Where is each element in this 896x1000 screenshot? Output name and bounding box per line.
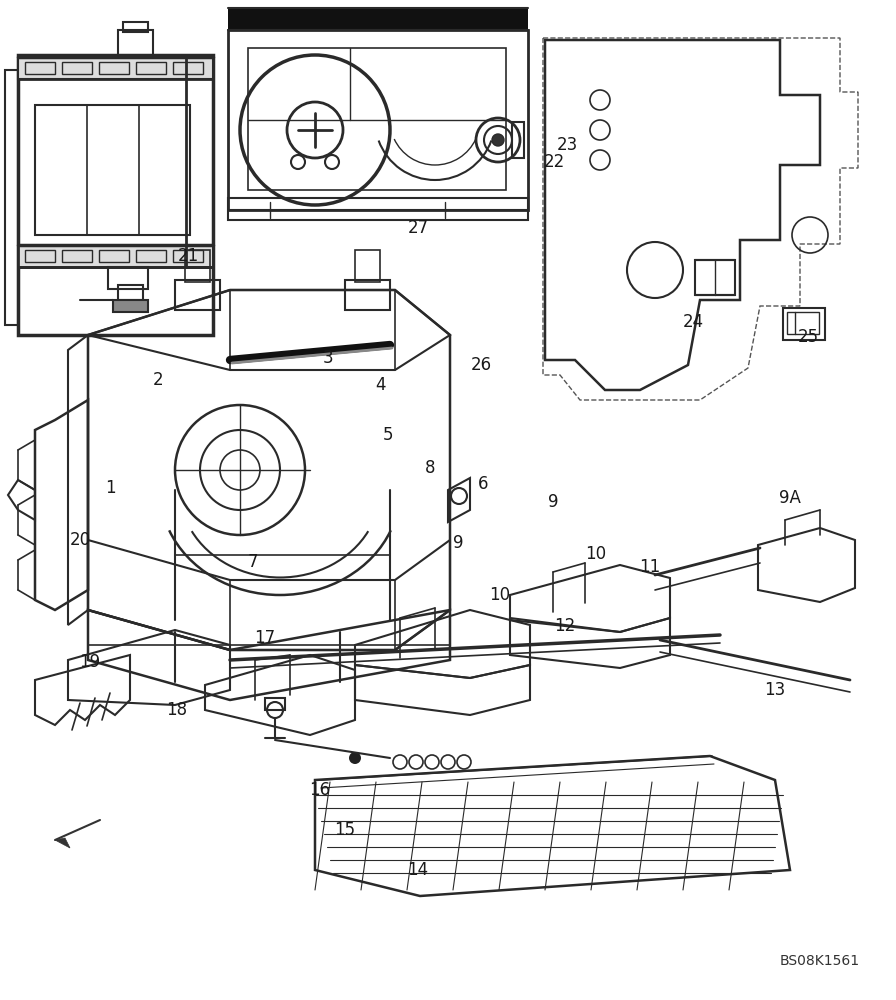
Bar [123,22,148,32]
Bar [345,280,390,310]
Bar [62,250,92,262]
Text: 25: 25 [797,328,819,346]
Text: 26: 26 [470,356,492,374]
Text: 9: 9 [547,493,558,511]
Bar [228,30,528,210]
Circle shape [349,752,361,764]
Text: 5: 5 [383,426,393,444]
Text: 8: 8 [425,459,435,477]
Polygon shape [55,838,70,848]
Text: 16: 16 [309,781,331,799]
Text: 3: 3 [323,349,333,367]
Text: 24: 24 [683,313,703,331]
Bar [18,55,213,335]
Bar [136,62,166,74]
Bar [136,250,166,262]
Bar [787,312,819,334]
Bar [35,105,190,235]
Bar [185,250,210,282]
Text: 14: 14 [408,861,428,879]
Text: 20: 20 [69,531,90,549]
Bar [783,308,825,340]
Bar [695,260,735,295]
Bar [248,48,506,190]
Bar [113,300,148,312]
Text: 23: 23 [556,136,578,154]
Bar [118,285,143,300]
Bar [265,698,285,710]
Text: 2: 2 [152,371,163,389]
Text: 11: 11 [640,558,660,576]
Bar [99,250,129,262]
Text: 27: 27 [408,219,428,237]
Text: 9: 9 [452,534,463,552]
Bar [108,267,148,289]
Text: 21: 21 [177,247,199,265]
Bar [173,250,203,262]
Bar [62,62,92,74]
Bar [186,57,213,267]
Bar [99,62,129,74]
Text: 4: 4 [375,376,385,394]
Bar [118,30,153,58]
Bar [173,62,203,74]
Bar [18,245,213,267]
Text: 19: 19 [80,653,100,671]
Text: 7: 7 [248,553,258,571]
Bar [25,62,55,74]
Text: 15: 15 [334,821,356,839]
Text: BS08K1561: BS08K1561 [780,954,860,968]
Text: 6: 6 [478,475,488,493]
Bar [228,8,528,30]
Text: 22: 22 [543,153,564,171]
Bar [18,57,213,79]
Text: 17: 17 [254,629,276,647]
Bar [512,122,524,158]
Text: 12: 12 [555,617,575,635]
Bar [175,280,220,310]
Text: 10: 10 [585,545,607,563]
Bar [355,250,380,282]
Text: 18: 18 [167,701,187,719]
Text: 10: 10 [489,586,511,604]
Text: 1: 1 [105,479,116,497]
Bar [25,250,55,262]
Circle shape [492,134,504,146]
Bar [228,198,528,220]
Text: 13: 13 [764,681,786,699]
Bar [5,70,18,325]
Text: 9A: 9A [779,489,801,507]
